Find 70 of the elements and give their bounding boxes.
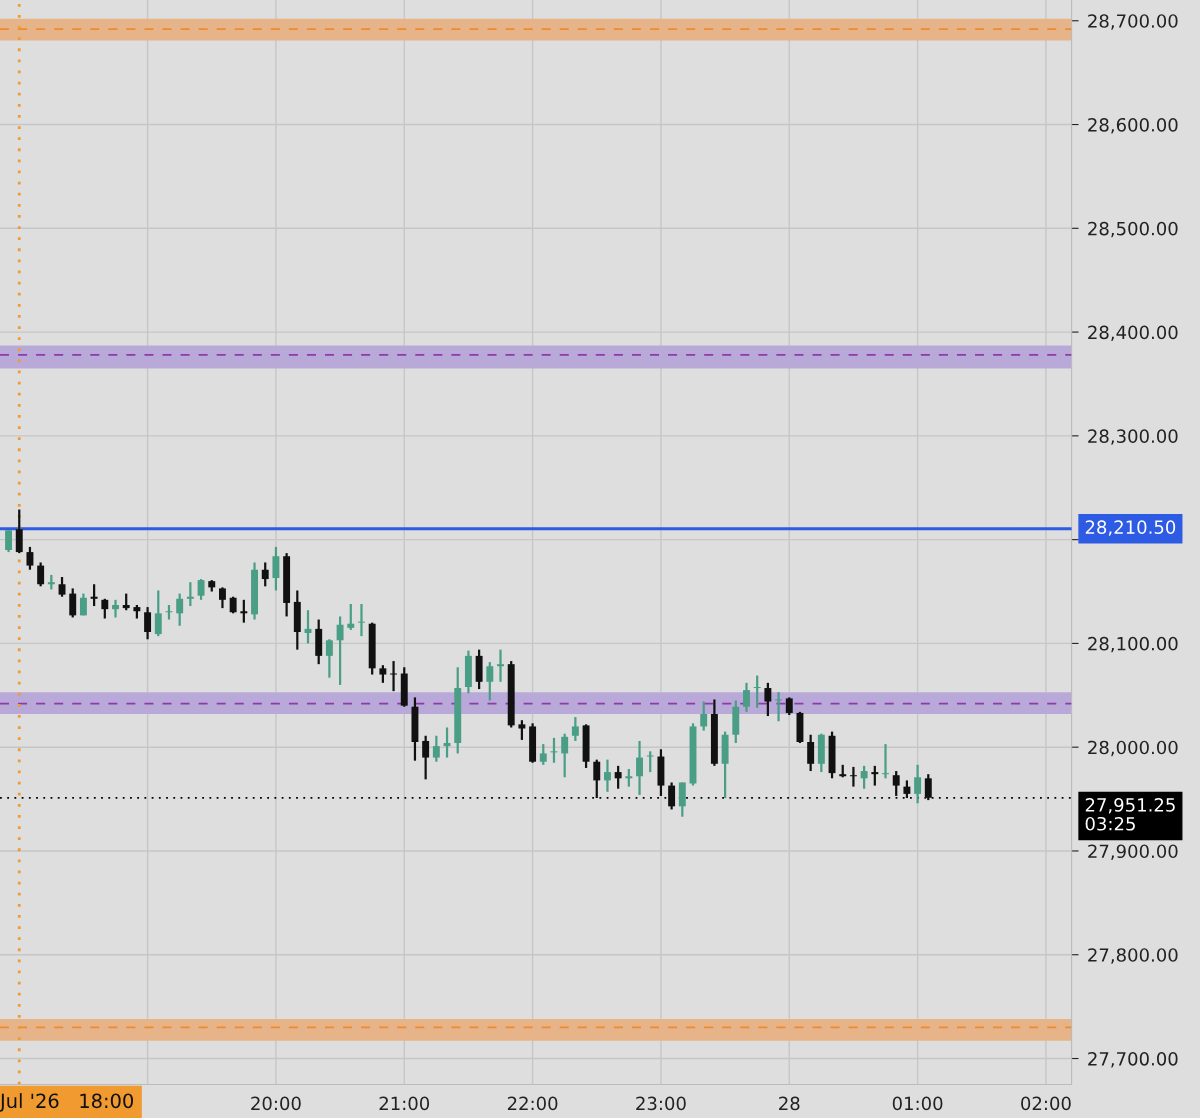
candlestick xyxy=(539,742,547,766)
candlestick xyxy=(743,681,750,714)
candlestick xyxy=(892,769,900,798)
y-tick-label: 28,000.00 xyxy=(1088,740,1178,757)
candlestick xyxy=(144,605,152,641)
ref-line-label: 27,951.25 03:25 xyxy=(1085,798,1175,831)
candlestick xyxy=(807,733,815,773)
candlestick xyxy=(176,592,184,627)
x-tick-label: 02:00 xyxy=(1021,1096,1071,1111)
candlestick xyxy=(26,545,34,571)
candlestick xyxy=(486,660,494,702)
candlestick xyxy=(5,529,13,554)
candlestick xyxy=(646,750,654,774)
ref-line-label: 28,210.50 xyxy=(1085,520,1176,536)
x-tick-label: 21:00 xyxy=(379,1096,430,1111)
x-tick-label: 22:00 xyxy=(507,1096,558,1111)
candlestick xyxy=(924,773,932,802)
x-tick-label: 01:00 xyxy=(892,1096,943,1111)
y-tick-label: 27,900.00 xyxy=(1088,844,1178,860)
candlestick xyxy=(90,583,98,608)
y-tick-label: 28,400.00 xyxy=(1088,325,1178,342)
candlestick xyxy=(186,581,194,608)
candlestick xyxy=(497,648,504,683)
candlestick xyxy=(154,589,162,638)
candlestick xyxy=(218,586,226,610)
candlestick xyxy=(871,764,879,787)
candlestick xyxy=(347,602,355,632)
candlestick xyxy=(112,598,119,619)
candlestick xyxy=(58,575,66,598)
x-tick-label: 23:00 xyxy=(636,1096,686,1111)
candlestick xyxy=(272,545,280,592)
candlestick xyxy=(15,508,23,555)
candlestick xyxy=(37,561,45,588)
candlestick xyxy=(561,732,569,779)
candlestick xyxy=(603,758,611,793)
candlestick xyxy=(668,781,676,811)
x-tick-label: 20:00 xyxy=(251,1096,301,1111)
candlestick xyxy=(753,674,761,709)
candlestick xyxy=(775,691,783,723)
candlestick xyxy=(390,659,398,693)
candlestick xyxy=(197,577,205,601)
candlestick xyxy=(914,763,922,805)
candlestick xyxy=(422,734,430,781)
candlestick xyxy=(240,598,248,624)
candlestick xyxy=(614,764,622,790)
candlestick xyxy=(432,734,440,763)
x-tick-label: 28 xyxy=(779,1096,800,1111)
candlestick xyxy=(261,561,269,588)
y-tick-label: 28,300.00 xyxy=(1088,429,1178,445)
candlestick xyxy=(764,681,772,718)
candlestick xyxy=(882,742,889,780)
candlestick xyxy=(700,700,708,732)
y-tick-label: 27,800.00 xyxy=(1088,948,1178,964)
candlestick xyxy=(636,739,643,797)
y-tick-label: 28,100.00 xyxy=(1088,636,1178,653)
y-tick-label: 28,500.00 xyxy=(1088,221,1178,238)
candlestick xyxy=(678,781,686,818)
candlestick xyxy=(849,765,857,788)
y-tick-label: 28,700.00 xyxy=(1088,14,1178,30)
candlestick xyxy=(336,615,344,687)
y-tick-label: 27,700.00 xyxy=(1088,1051,1178,1068)
candlestick xyxy=(325,638,333,679)
candlestick xyxy=(860,764,868,790)
candlestick xyxy=(101,597,109,620)
candlestick xyxy=(69,587,77,619)
candlestick xyxy=(593,758,601,800)
y-tick-label: 28,600.00 xyxy=(1088,117,1178,134)
candlestick xyxy=(518,719,526,742)
candlestick xyxy=(358,602,365,638)
candlestick xyxy=(571,715,579,743)
